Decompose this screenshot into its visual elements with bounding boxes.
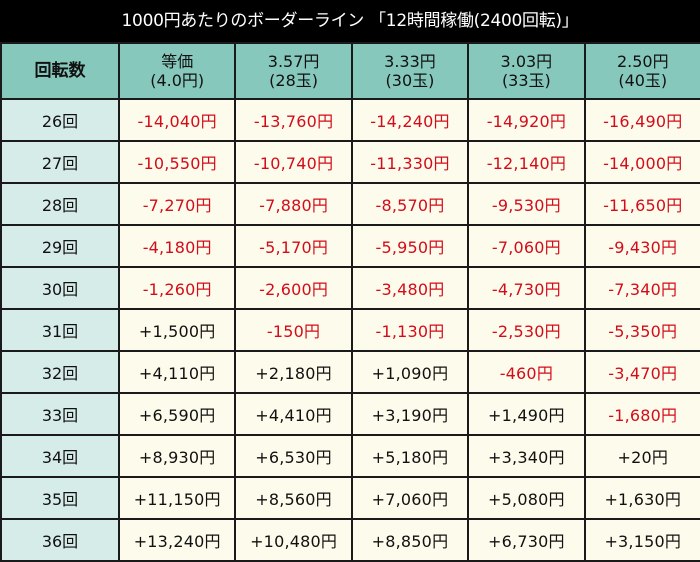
- value-cell: +4,110円: [117, 350, 237, 394]
- table-row: 26回 -14,040円 -13,760円 -14,240円 -14,920円 -16,4…: [0, 98, 700, 142]
- value-cell: -3,480円: [350, 266, 470, 310]
- value-cell: +7,060円: [350, 476, 470, 520]
- value-cell: +3,150円: [583, 518, 700, 562]
- header-row: 回転数 等価 (4.0円) 3.57円 (28玉) 3.33円 (30玉) 3.03円…: [0, 42, 700, 100]
- table-body: 26回 -14,040円 -13,760円 -14,240円 -14,920円 -16,4…: [0, 98, 700, 562]
- value-cell: -2,530円: [467, 308, 586, 352]
- header-rate-4-0: 等価 (4.0円): [117, 42, 237, 100]
- value-cell: -7,270円: [117, 182, 237, 226]
- value-cell: +11,150円: [117, 476, 237, 520]
- value-cell: -150円: [234, 308, 353, 352]
- value-cell: -14,240円: [350, 98, 470, 142]
- row-spin-count: 33回: [0, 392, 120, 436]
- header-rate-sub: (40玉): [618, 71, 668, 90]
- header-rate-2-50: 2.50円 (40玉): [583, 42, 700, 100]
- value-cell: +13,240円: [117, 518, 237, 562]
- value-cell: +1,630円: [583, 476, 700, 520]
- table-title: 1000円あたりのボーダーライン 「12時間稼働(2400回転)」: [0, 0, 700, 42]
- table-row: 36回 +13,240円 +10,480円 +8,850円 +6,730円 +3,150円: [0, 518, 700, 562]
- header-spin-count: 回転数: [0, 42, 120, 100]
- value-cell: -13,760円: [234, 98, 353, 142]
- value-cell: -1,130円: [350, 308, 470, 352]
- row-spin-count: 26回: [0, 98, 120, 142]
- value-cell: +6,730円: [467, 518, 586, 562]
- row-spin-count: 27回: [0, 140, 120, 184]
- value-cell: -10,550円: [117, 140, 237, 184]
- header-rate-3-57: 3.57円 (28玉): [234, 42, 353, 100]
- header-rate-label: 3.03円: [500, 52, 553, 71]
- value-cell: -12,140円: [467, 140, 586, 184]
- table-row: 32回 +4,110円 +2,180円 +1,090円 -460円 -3,470円: [0, 350, 700, 394]
- value-cell: -10,740円: [234, 140, 353, 184]
- header-rate-label: 等価: [161, 52, 194, 71]
- value-cell: +6,590円: [117, 392, 237, 436]
- header-rate-3-03: 3.03円 (33玉): [467, 42, 586, 100]
- value-cell: +3,190円: [350, 392, 470, 436]
- header-rate-sub: (28玉): [269, 71, 319, 90]
- row-spin-count: 29回: [0, 224, 120, 268]
- table-row: 29回 -4,180円 -5,170円 -5,950円 -7,060円 -9,430円: [0, 224, 700, 268]
- value-cell: -11,330円: [350, 140, 470, 184]
- header-rate-sub: (30玉): [385, 71, 435, 90]
- value-cell: -7,880円: [234, 182, 353, 226]
- value-cell: +3,340円: [467, 434, 586, 478]
- table-row: 35回 +11,150円 +8,560円 +7,060円 +5,080円 +1,630円: [0, 476, 700, 520]
- value-cell: -460円: [467, 350, 586, 394]
- header-rate-sub: (33玉): [501, 71, 551, 90]
- value-cell: -7,060円: [467, 224, 586, 268]
- value-cell: +5,080円: [467, 476, 586, 520]
- value-cell: -1,680円: [583, 392, 700, 436]
- value-cell: -16,490円: [583, 98, 700, 142]
- value-cell: -9,530円: [467, 182, 586, 226]
- table-row: 27回 -10,550円 -10,740円 -11,330円 -12,140円 -14,0…: [0, 140, 700, 184]
- table-row: 28回 -7,270円 -7,880円 -8,570円 -9,530円 -11,650円: [0, 182, 700, 226]
- value-cell: +4,410円: [234, 392, 353, 436]
- value-cell: -4,730円: [467, 266, 586, 310]
- value-cell: -5,170円: [234, 224, 353, 268]
- value-cell: -2,600円: [234, 266, 353, 310]
- value-cell: -11,650円: [583, 182, 700, 226]
- row-spin-count: 28回: [0, 182, 120, 226]
- row-spin-count: 34回: [0, 434, 120, 478]
- value-cell: +6,530円: [234, 434, 353, 478]
- row-spin-count: 31回: [0, 308, 120, 352]
- header-rate-label: 3.57円: [267, 52, 320, 71]
- value-cell: -5,950円: [350, 224, 470, 268]
- table-row: 34回 +8,930円 +6,530円 +5,180円 +3,340円 +20円: [0, 434, 700, 478]
- value-cell: -5,350円: [583, 308, 700, 352]
- table-row: 31回 +1,500円 -150円 -1,130円 -2,530円 -5,350円: [0, 308, 700, 352]
- value-cell: +20円: [583, 434, 700, 478]
- value-cell: -14,040円: [117, 98, 237, 142]
- table-header: 回転数 等価 (4.0円) 3.57円 (28玉) 3.33円 (30玉) 3.03円…: [0, 42, 700, 100]
- value-cell: +8,560円: [234, 476, 353, 520]
- value-cell: +5,180円: [350, 434, 470, 478]
- value-cell: +10,480円: [234, 518, 353, 562]
- value-cell: +1,500円: [117, 308, 237, 352]
- border-line-table: 回転数 等価 (4.0円) 3.57円 (28玉) 3.33円 (30玉) 3.03円…: [0, 42, 700, 562]
- row-spin-count: 35回: [0, 476, 120, 520]
- header-rate-label: 3.33円: [384, 52, 436, 71]
- table-row: 30回 -1,260円 -2,600円 -3,480円 -4,730円 -7,340円: [0, 266, 700, 310]
- value-cell: -7,340円: [583, 266, 700, 310]
- header-rate-sub: (4.0円): [150, 71, 205, 90]
- value-cell: +1,490円: [467, 392, 586, 436]
- value-cell: -14,000円: [583, 140, 700, 184]
- value-cell: +8,930円: [117, 434, 237, 478]
- row-spin-count: 36回: [0, 518, 120, 562]
- value-cell: -4,180円: [117, 224, 237, 268]
- value-cell: +1,090円: [350, 350, 470, 394]
- value-cell: -9,430円: [583, 224, 700, 268]
- value-cell: -14,920円: [467, 98, 586, 142]
- header-rate-label: 2.50円: [616, 52, 669, 71]
- table-row: 33回 +6,590円 +4,410円 +3,190円 +1,490円 -1,680円: [0, 392, 700, 436]
- value-cell: +2,180円: [234, 350, 353, 394]
- value-cell: +8,850円: [350, 518, 470, 562]
- header-rate-3-33: 3.33円 (30玉): [350, 42, 470, 100]
- value-cell: -1,260円: [117, 266, 237, 310]
- row-spin-count: 32回: [0, 350, 120, 394]
- value-cell: -8,570円: [350, 182, 470, 226]
- value-cell: -3,470円: [583, 350, 700, 394]
- row-spin-count: 30回: [0, 266, 120, 310]
